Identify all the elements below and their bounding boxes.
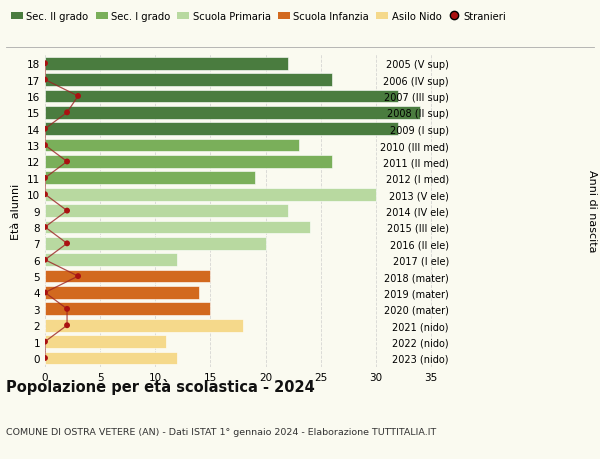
Point	[40, 191, 50, 198]
Bar	[45, 189, 376, 201]
Bar	[45, 74, 332, 87]
Bar	[45, 140, 299, 152]
Point	[40, 338, 50, 346]
Bar	[45, 352, 178, 364]
Point	[40, 257, 50, 264]
Point	[62, 109, 72, 117]
Point	[40, 224, 50, 231]
Bar	[45, 303, 211, 315]
Bar	[45, 319, 244, 332]
Bar	[45, 336, 166, 348]
Text: Popolazione per età scolastica - 2024: Popolazione per età scolastica - 2024	[6, 379, 315, 395]
Point	[40, 77, 50, 84]
Point	[62, 207, 72, 215]
Point	[40, 289, 50, 297]
Bar	[45, 270, 211, 283]
Bar	[45, 221, 310, 234]
Point	[73, 93, 83, 101]
Bar	[45, 205, 287, 218]
Bar	[45, 254, 178, 267]
Bar	[45, 156, 332, 168]
Point	[40, 126, 50, 133]
Bar	[45, 286, 199, 299]
Bar	[45, 107, 420, 119]
Text: Anni di nascita: Anni di nascita	[587, 170, 597, 252]
Legend: Sec. II grado, Sec. I grado, Scuola Primaria, Scuola Infanzia, Asilo Nido, Stran: Sec. II grado, Sec. I grado, Scuola Prim…	[11, 12, 506, 22]
Bar	[45, 58, 287, 70]
Y-axis label: Età alunni: Età alunni	[11, 183, 22, 239]
Point	[40, 175, 50, 182]
Point	[40, 142, 50, 150]
Bar	[45, 123, 398, 136]
Point	[62, 306, 72, 313]
Bar	[45, 172, 254, 185]
Point	[62, 158, 72, 166]
Point	[62, 240, 72, 247]
Point	[62, 322, 72, 329]
Point	[73, 273, 83, 280]
Point	[40, 61, 50, 68]
Point	[40, 354, 50, 362]
Bar	[45, 90, 398, 103]
Bar	[45, 237, 266, 250]
Text: COMUNE DI OSTRA VETERE (AN) - Dati ISTAT 1° gennaio 2024 - Elaborazione TUTTITAL: COMUNE DI OSTRA VETERE (AN) - Dati ISTAT…	[6, 427, 436, 436]
